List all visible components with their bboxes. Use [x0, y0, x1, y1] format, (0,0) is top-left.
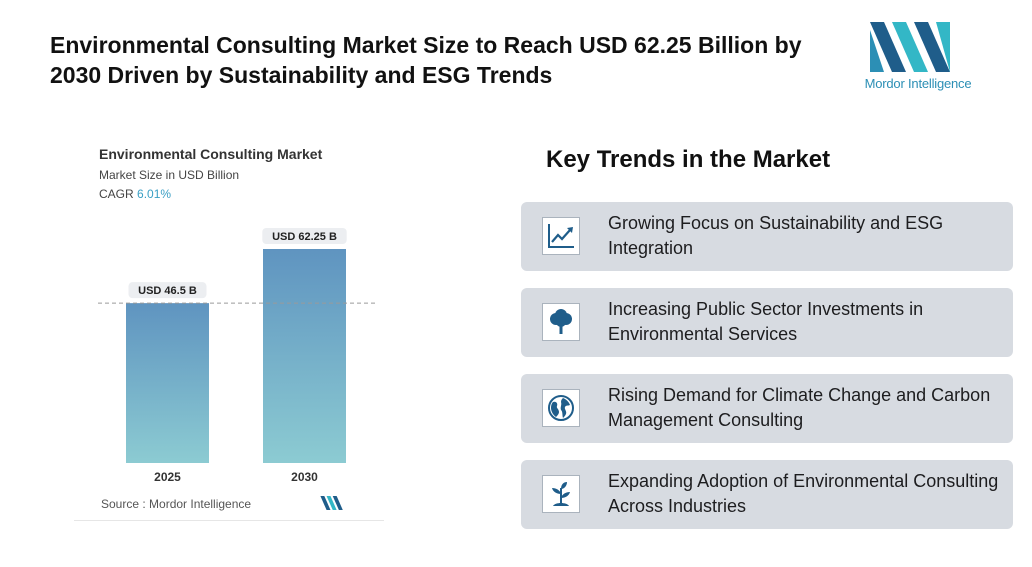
- chart-subtitle: Market Size in USD Billion: [99, 168, 240, 182]
- trend-card: Increasing Public Sector Investments in …: [521, 288, 1013, 357]
- data-label-bg: [262, 228, 347, 244]
- trend-text: Rising Demand for Climate Change and Car…: [608, 385, 991, 430]
- logo-text: Mordor Intelligence: [864, 76, 972, 91]
- bar-2030: [263, 249, 346, 463]
- trend-text: Increasing Public Sector Investments in …: [608, 299, 924, 344]
- chart-cagr: CAGR 6.01%: [99, 187, 171, 201]
- tree-icon: [542, 303, 580, 341]
- bar-2025: [126, 303, 209, 463]
- data-label: USD 62.25 B: [272, 231, 337, 243]
- mini-logo-icon: [320, 496, 343, 510]
- mordor-logo-icon: [870, 22, 950, 72]
- x-tick-label: 2030: [291, 470, 318, 484]
- trend-card: Expanding Adoption of Environmental Cons…: [521, 460, 1013, 529]
- cagr-value: 6.01%: [137, 187, 172, 201]
- page-title: Environmental Consulting Market Size to …: [50, 32, 802, 88]
- brand-logo: Mordor Intelligence: [858, 22, 978, 94]
- chart-card: Environmental Consulting Market Market S…: [74, 132, 384, 521]
- trend-card: Rising Demand for Climate Change and Car…: [521, 374, 1013, 443]
- chart-source: Source : Mordor Intelligence: [101, 497, 252, 511]
- x-tick-label: 2025: [154, 470, 181, 484]
- trend-card: Growing Focus on Sustainability and ESG …: [521, 202, 1013, 271]
- globe-icon: [542, 389, 580, 427]
- trend-text: Growing Focus on Sustainability and ESG …: [608, 213, 944, 258]
- data-label: USD 46.5 B: [138, 285, 197, 297]
- growth-chart-icon: [542, 217, 580, 255]
- trend-text: Expanding Adoption of Environmental Cons…: [608, 471, 999, 516]
- data-label-bg: [128, 282, 207, 299]
- cagr-label: CAGR: [99, 187, 134, 201]
- bar-chart: USD 46.5 B 2025 USD 62.25 B 2030: [98, 228, 376, 484]
- sprout-icon: [542, 475, 580, 513]
- chart-title: Environmental Consulting Market: [99, 146, 323, 162]
- trends-title: Key Trends in the Market: [546, 146, 831, 173]
